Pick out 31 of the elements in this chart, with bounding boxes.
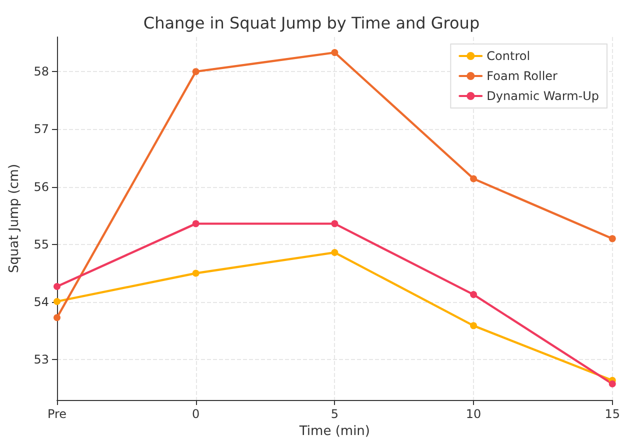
y-tick-label: 57	[34, 122, 49, 136]
x-tick-label: 5	[330, 407, 339, 421]
point	[54, 298, 60, 305]
y-tick-label: 58	[34, 64, 49, 79]
x-axis-title: Time (min)	[298, 424, 370, 439]
y-axis-title: Squat Jump (cm)	[7, 164, 22, 274]
y-tick-label: 53	[34, 352, 49, 367]
chart-title: Change in Squat Jump by Time and Group	[143, 14, 480, 32]
point	[54, 314, 60, 322]
point	[331, 220, 338, 228]
x-tick-label: 15	[604, 407, 620, 421]
legend-label: Dynamic Warm-Up	[486, 89, 600, 103]
y-tick-label: 55	[34, 237, 49, 252]
x-tick-label: 0	[192, 407, 200, 421]
point	[331, 248, 338, 256]
point	[470, 291, 478, 298]
point	[54, 282, 60, 290]
x-tick-label: Pre	[47, 407, 67, 421]
legend-label: Control	[486, 49, 530, 63]
point	[470, 322, 478, 330]
point	[192, 220, 200, 228]
y-tick-label: 56	[34, 180, 49, 194]
point	[192, 270, 200, 277]
legend-label: Foam Roller	[486, 69, 558, 83]
point	[608, 380, 616, 388]
point	[331, 49, 338, 56]
point	[192, 68, 200, 76]
x-tick-label: 10	[466, 407, 482, 421]
point	[470, 175, 478, 182]
point	[608, 235, 616, 242]
y-tick-label: 54	[34, 295, 49, 310]
